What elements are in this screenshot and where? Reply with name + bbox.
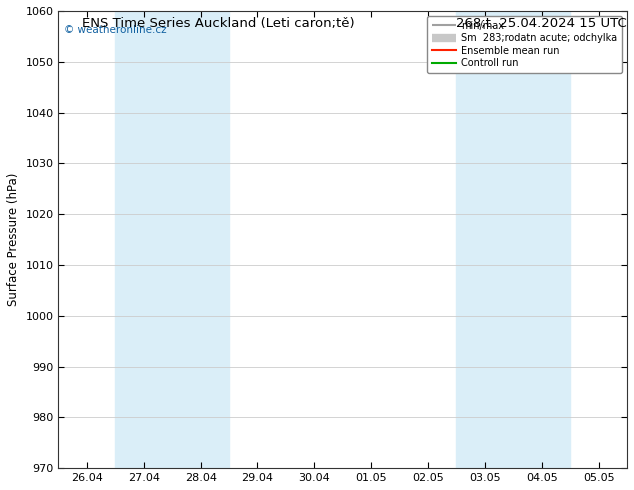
Text: ENS Time Series Auckland (Leti caron;tě): ENS Time Series Auckland (Leti caron;tě) xyxy=(82,17,355,30)
Legend: min/max, Sm  283;rodatn acute; odchylka, Ensemble mean run, Controll run: min/max, Sm 283;rodatn acute; odchylka, … xyxy=(427,16,622,73)
Bar xyxy=(115,11,172,468)
Bar xyxy=(172,11,229,468)
Bar xyxy=(456,11,514,468)
Text: 268;t. 25.04.2024 15 UTC: 268;t. 25.04.2024 15 UTC xyxy=(456,17,627,30)
Bar xyxy=(514,11,570,468)
Y-axis label: Surface Pressure (hPa): Surface Pressure (hPa) xyxy=(7,173,20,306)
Text: © weatheronline.cz: © weatheronline.cz xyxy=(64,24,167,35)
